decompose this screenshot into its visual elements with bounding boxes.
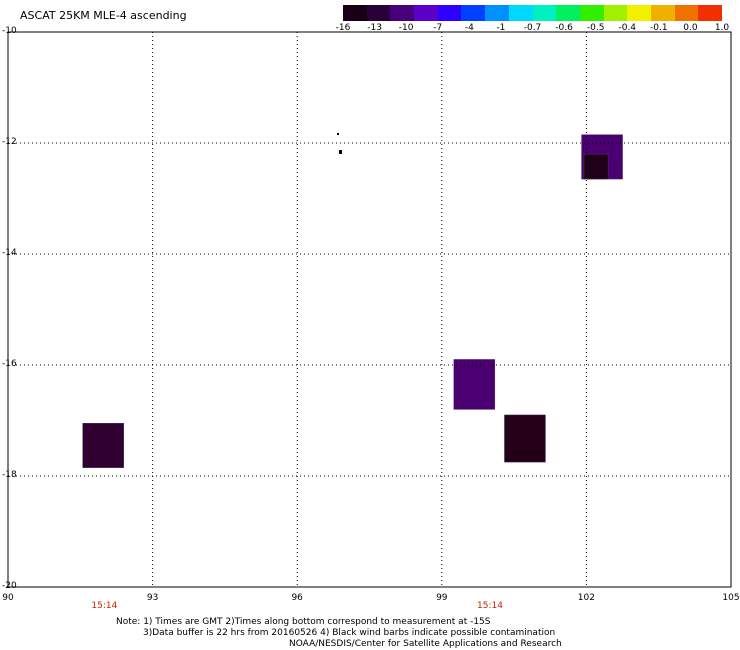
colorbar-tick-label: -13 bbox=[367, 23, 382, 33]
note-line-3: NOAA/NESDIS/Center for Satellite Applica… bbox=[289, 639, 562, 649]
lat-tick-label: -18 bbox=[2, 470, 17, 480]
colorbar bbox=[343, 5, 722, 21]
lat-tick-label: -10 bbox=[2, 26, 17, 36]
colorbar-tick-label: -4 bbox=[464, 23, 474, 33]
lat-tick-label: -20 bbox=[2, 581, 17, 591]
time-label: 15:14 bbox=[91, 601, 118, 611]
lat-tick-label: -12 bbox=[2, 137, 17, 147]
wind-cell bbox=[583, 153, 609, 180]
colorbar-tick-label: -0.4 bbox=[618, 23, 637, 33]
colorbar-tick-label: 1.0 bbox=[714, 23, 730, 33]
lat-tick-label: -14 bbox=[2, 248, 17, 258]
colorbar-tick-label: -10 bbox=[398, 23, 414, 33]
colorbar-tick-label: -0.7 bbox=[523, 23, 542, 33]
lon-tick-label: 105 bbox=[722, 593, 740, 603]
colorbar-swatch bbox=[437, 5, 462, 21]
colorbar-swatch bbox=[366, 5, 391, 21]
note-line-2: 3)Data buffer is 22 hrs from 20160526 4)… bbox=[143, 628, 556, 638]
colorbar-tick-label: -0.1 bbox=[650, 23, 668, 33]
wind-cell bbox=[82, 423, 124, 468]
colorbar-swatch bbox=[603, 5, 628, 21]
colorbar-swatch bbox=[343, 5, 367, 21]
colorbar-swatch bbox=[461, 5, 486, 21]
plot-frame bbox=[7, 31, 732, 588]
colorbar-tick-label: -7 bbox=[433, 23, 443, 33]
time-label: 15:14 bbox=[477, 601, 503, 611]
colorbar-tick-label: -1 bbox=[496, 23, 506, 33]
lon-tick-label: 90 bbox=[2, 593, 14, 603]
wind-cell bbox=[504, 414, 546, 463]
lon-tick-label: 102 bbox=[577, 593, 595, 603]
colorbar-swatch bbox=[698, 5, 722, 21]
colorbar-swatch bbox=[556, 5, 580, 21]
lat-tick-label: -16 bbox=[2, 359, 17, 369]
lon-tick-label: 96 bbox=[291, 593, 303, 603]
colorbar-tick-label: -16 bbox=[335, 23, 351, 33]
colorbar-swatch bbox=[532, 5, 557, 21]
island-mark bbox=[337, 133, 339, 135]
colorbar-swatch bbox=[485, 5, 509, 21]
colorbar-tick-label: 0.0 bbox=[683, 23, 698, 33]
colorbar-swatch bbox=[650, 5, 675, 21]
chart-title: ASCAT 25KM MLE-4 ascending bbox=[20, 9, 187, 22]
lon-tick-label: 99 bbox=[436, 593, 448, 603]
lon-tick-label: 93 bbox=[146, 593, 159, 603]
note-line-1: Note: 1) Times are GMT 2)Times along bot… bbox=[116, 617, 491, 627]
wind-cell bbox=[453, 359, 496, 410]
colorbar-tick-label: -0.5 bbox=[586, 23, 605, 33]
colorbar-swatch bbox=[674, 5, 699, 21]
colorbar-tick-label: -0.6 bbox=[555, 23, 573, 33]
colorbar-swatch bbox=[579, 5, 604, 21]
colorbar-swatch bbox=[414, 5, 438, 21]
colorbar-swatch bbox=[508, 5, 533, 21]
island-mark bbox=[339, 150, 342, 154]
map-plot bbox=[7, 31, 732, 588]
colorbar-labels: -16 -13 -10 -7 -4 -1 -0.7 -0.6 -0.5 -0.4 -0.1 0.0 1.… bbox=[0, 23, 740, 37]
colorbar-swatch bbox=[390, 5, 415, 21]
colorbar-swatch bbox=[627, 5, 651, 21]
